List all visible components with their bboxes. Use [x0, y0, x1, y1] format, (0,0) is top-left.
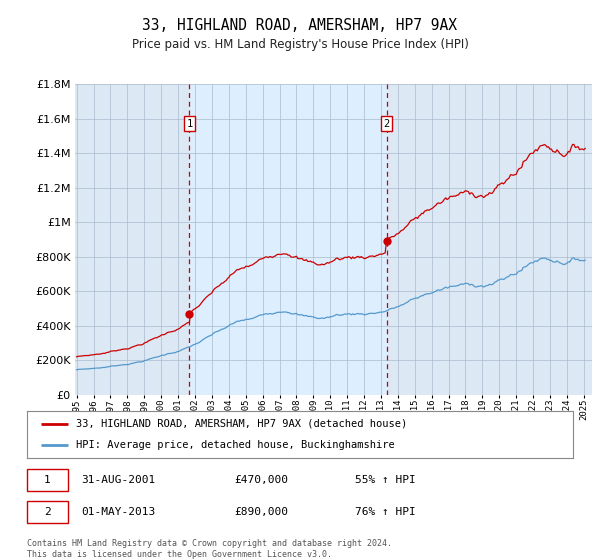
Text: £470,000: £470,000	[235, 475, 289, 485]
Text: 33, HIGHLAND ROAD, AMERSHAM, HP7 9AX (detached house): 33, HIGHLAND ROAD, AMERSHAM, HP7 9AX (de…	[76, 418, 407, 428]
Text: HPI: Average price, detached house, Buckinghamshire: HPI: Average price, detached house, Buck…	[76, 440, 395, 450]
Text: 2: 2	[383, 119, 389, 129]
Text: 2: 2	[44, 507, 50, 517]
Text: 33, HIGHLAND ROAD, AMERSHAM, HP7 9AX: 33, HIGHLAND ROAD, AMERSHAM, HP7 9AX	[143, 18, 458, 34]
Text: 1: 1	[44, 475, 50, 485]
FancyBboxPatch shape	[27, 501, 68, 523]
Text: £890,000: £890,000	[235, 507, 289, 517]
Text: 1: 1	[186, 119, 193, 129]
Bar	[190, 84, 386, 395]
Text: 55% ↑ HPI: 55% ↑ HPI	[355, 475, 415, 485]
Text: Contains HM Land Registry data © Crown copyright and database right 2024.
This d: Contains HM Land Registry data © Crown c…	[27, 539, 392, 559]
Text: 01-MAY-2013: 01-MAY-2013	[82, 507, 156, 517]
Text: Price paid vs. HM Land Registry's House Price Index (HPI): Price paid vs. HM Land Registry's House …	[131, 38, 469, 50]
Text: 31-AUG-2001: 31-AUG-2001	[82, 475, 156, 485]
Text: 76% ↑ HPI: 76% ↑ HPI	[355, 507, 415, 517]
FancyBboxPatch shape	[27, 469, 68, 491]
